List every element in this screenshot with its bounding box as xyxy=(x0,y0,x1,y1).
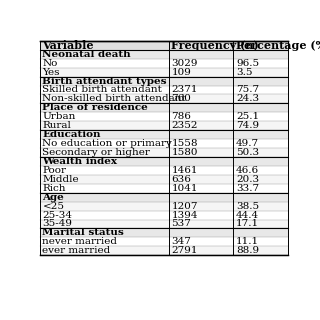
Text: Secondary or higher: Secondary or higher xyxy=(43,148,150,157)
Text: 38.5: 38.5 xyxy=(236,202,259,211)
Text: No: No xyxy=(43,59,58,68)
Bar xyxy=(40,94,288,103)
Bar xyxy=(40,166,288,175)
Text: Non-skilled birth attendant: Non-skilled birth attendant xyxy=(43,94,186,103)
Text: 2371: 2371 xyxy=(172,85,198,94)
Bar xyxy=(40,103,288,112)
Bar xyxy=(40,68,288,76)
Text: 1580: 1580 xyxy=(172,148,198,157)
Text: Birth attendant types: Birth attendant types xyxy=(43,76,167,85)
Text: 1041: 1041 xyxy=(172,184,198,193)
Bar xyxy=(40,246,288,255)
Bar xyxy=(40,220,288,228)
Text: 636: 636 xyxy=(172,175,191,184)
Bar xyxy=(40,228,288,237)
Text: 44.4: 44.4 xyxy=(236,211,259,220)
Text: 3029: 3029 xyxy=(172,59,198,68)
Bar xyxy=(40,184,288,193)
Bar xyxy=(40,130,288,139)
Text: Poor: Poor xyxy=(43,166,67,175)
Text: Age: Age xyxy=(43,193,64,202)
Bar xyxy=(40,139,288,148)
Text: 2791: 2791 xyxy=(172,246,198,255)
Text: 35-49: 35-49 xyxy=(43,220,72,228)
Text: 786: 786 xyxy=(172,112,191,121)
Text: Rural: Rural xyxy=(43,121,71,130)
Text: 50.3: 50.3 xyxy=(236,148,259,157)
Text: 25-34: 25-34 xyxy=(43,211,72,220)
Text: 11.1: 11.1 xyxy=(236,237,259,246)
Text: 1461: 1461 xyxy=(172,166,198,175)
Bar xyxy=(40,157,288,166)
Text: Middle: Middle xyxy=(43,175,79,184)
Text: 96.5: 96.5 xyxy=(236,59,259,68)
Text: Frequency (n): Frequency (n) xyxy=(172,40,259,51)
Text: 20.3: 20.3 xyxy=(236,175,259,184)
Text: 2352: 2352 xyxy=(172,121,198,130)
Text: 1394: 1394 xyxy=(172,211,198,220)
Text: No education or primary: No education or primary xyxy=(43,139,172,148)
Bar xyxy=(40,85,288,94)
Text: <25: <25 xyxy=(43,202,64,211)
Text: Skilled birth attendant: Skilled birth attendant xyxy=(43,85,162,94)
Text: 347: 347 xyxy=(172,237,191,246)
Text: 1558: 1558 xyxy=(172,139,198,148)
Text: 49.7: 49.7 xyxy=(236,139,259,148)
Text: 3.5: 3.5 xyxy=(236,68,252,76)
Text: Yes: Yes xyxy=(43,68,60,76)
Bar xyxy=(40,41,288,50)
Bar xyxy=(40,211,288,220)
Text: 75.7: 75.7 xyxy=(236,85,259,94)
Text: Education: Education xyxy=(43,130,101,139)
Text: 46.6: 46.6 xyxy=(236,166,259,175)
Text: 760: 760 xyxy=(172,94,191,103)
Text: Neonatal death: Neonatal death xyxy=(43,50,131,59)
Text: Variable: Variable xyxy=(43,40,94,51)
Text: Urban: Urban xyxy=(43,112,76,121)
Text: Marital status: Marital status xyxy=(43,228,124,237)
Bar xyxy=(40,148,288,157)
Bar xyxy=(40,50,288,59)
Text: Rich: Rich xyxy=(43,184,66,193)
Text: Wealth index: Wealth index xyxy=(43,157,117,166)
Bar xyxy=(40,112,288,121)
Bar xyxy=(40,76,288,85)
Bar xyxy=(40,202,288,211)
Bar xyxy=(40,59,288,68)
Text: 74.9: 74.9 xyxy=(236,121,259,130)
Text: 1207: 1207 xyxy=(172,202,198,211)
Bar xyxy=(40,121,288,130)
Text: 109: 109 xyxy=(172,68,191,76)
Text: 537: 537 xyxy=(172,220,191,228)
Text: 33.7: 33.7 xyxy=(236,184,259,193)
Text: 24.3: 24.3 xyxy=(236,94,259,103)
Bar xyxy=(40,193,288,202)
Bar xyxy=(40,175,288,184)
Text: ever married: ever married xyxy=(43,246,111,255)
Text: 17.1: 17.1 xyxy=(236,220,259,228)
Text: Place of residence: Place of residence xyxy=(43,103,148,112)
Text: 25.1: 25.1 xyxy=(236,112,259,121)
Text: Percentage (%): Percentage (%) xyxy=(236,40,320,51)
Bar xyxy=(40,237,288,246)
Text: never married: never married xyxy=(43,237,117,246)
Text: 88.9: 88.9 xyxy=(236,246,259,255)
